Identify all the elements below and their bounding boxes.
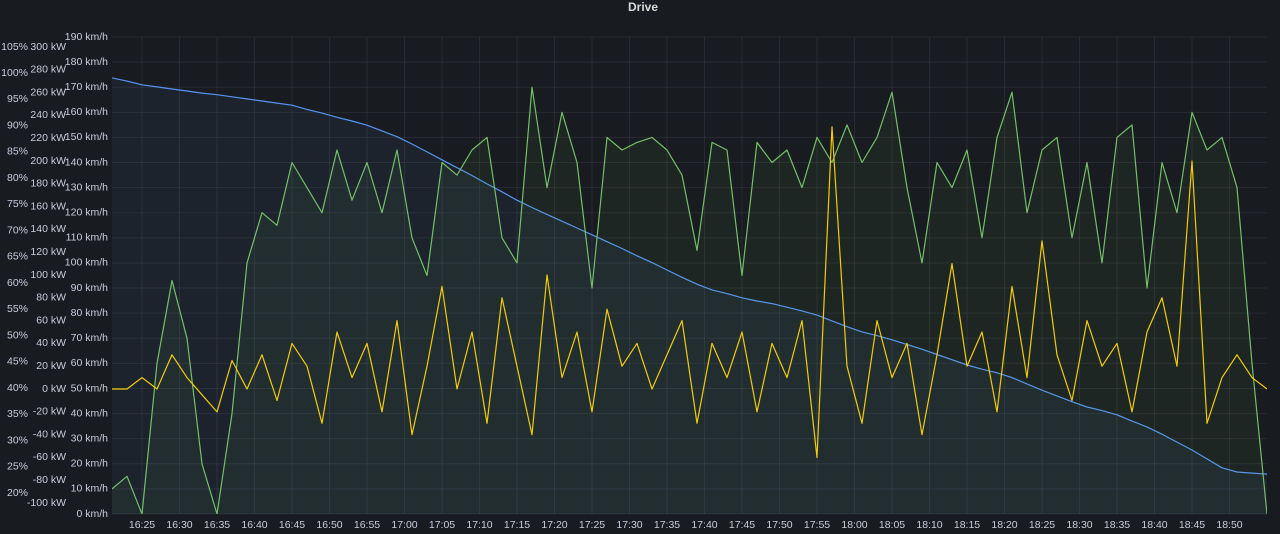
x-tick-label: 16:35 [204, 519, 230, 531]
y3-tick-label: 20% [7, 487, 28, 499]
chart-title: Drive [628, 0, 658, 14]
y-tick-label: 0 km/h [76, 508, 108, 520]
x-tick-label: 17:50 [766, 519, 792, 531]
y2-tick-label: 180 kW [30, 178, 66, 190]
x-tick-label: 18:40 [1141, 519, 1167, 531]
y2-tick-label: -100 kW [27, 497, 66, 509]
y-tick-label: 190 km/h [65, 31, 108, 43]
x-tick-label: 18:15 [954, 519, 980, 531]
y-tick-label: 130 km/h [65, 181, 108, 193]
y-tick-label: 170 km/h [65, 81, 108, 93]
y3-tick-label: 30% [7, 434, 28, 446]
y-tick-label: 10 km/h [71, 483, 109, 495]
y2-tick-label: 280 kW [30, 64, 66, 76]
y-tick-label: 120 km/h [65, 207, 108, 219]
y3-tick-label: 45% [7, 356, 28, 368]
y2-tick-label: -40 kW [33, 428, 66, 440]
x-tick-label: 18:45 [1179, 519, 1205, 531]
x-tick-label: 17:35 [654, 519, 680, 531]
y2-tick-label: 120 kW [30, 246, 66, 258]
y3-tick-label: 105% [1, 41, 28, 53]
y3-tick-label: 70% [7, 224, 28, 236]
y3-tick-label: 55% [7, 303, 28, 315]
y2-tick-label: -80 kW [33, 474, 66, 486]
y2-tick-label: 80 kW [36, 292, 66, 304]
y3-tick-label: 85% [7, 146, 28, 158]
y2-tick-label: 140 kW [30, 223, 66, 235]
x-tick-label: 17:05 [429, 519, 455, 531]
series-line [112, 126, 1267, 459]
y3-tick-label: 75% [7, 198, 28, 210]
y2-tick-label: -60 kW [33, 451, 66, 463]
series-area [112, 87, 1267, 514]
x-tick-label: 18:20 [991, 519, 1017, 531]
y3-tick-label: 65% [7, 251, 28, 263]
y-tick-label: 100 km/h [65, 257, 108, 269]
y-tick-label: 180 km/h [65, 56, 108, 68]
x-tick-label: 18:05 [879, 519, 905, 531]
y2-tick-label: 100 kW [30, 269, 66, 281]
y-tick-label: 50 km/h [71, 382, 109, 394]
y-tick-label: 90 km/h [71, 282, 109, 294]
y-tick-label: 160 km/h [65, 106, 108, 118]
x-tick-label: 17:30 [616, 519, 642, 531]
y2-tick-label: 200 kW [30, 155, 66, 167]
y2-tick-label: 160 kW [30, 200, 66, 212]
y2-tick-label: -20 kW [33, 406, 66, 418]
y2-tick-label: 0 kW [42, 383, 66, 395]
x-tick-label: 17:00 [391, 519, 417, 531]
y2-tick-label: 40 kW [36, 337, 66, 349]
x-tick-label: 18:30 [1066, 519, 1092, 531]
x-tick-label: 17:40 [691, 519, 717, 531]
y-tick-label: 40 km/h [71, 407, 109, 419]
y-tick-label: 20 km/h [71, 458, 109, 470]
x-tick-label: 17:45 [729, 519, 755, 531]
x-tick-label: 17:20 [541, 519, 567, 531]
y-tick-label: 70 km/h [71, 332, 109, 344]
x-tick-label: 16:25 [129, 519, 155, 531]
y3-tick-label: 90% [7, 119, 28, 131]
y3-tick-label: 35% [7, 408, 28, 420]
series-line [112, 77, 1267, 475]
y-tick-label: 30 km/h [71, 432, 109, 444]
x-tick-label: 16:30 [166, 519, 192, 531]
x-tick-label: 18:10 [916, 519, 942, 531]
y-tick-label: 80 km/h [71, 307, 109, 319]
y2-tick-label: 60 kW [36, 314, 66, 326]
y2-tick-label: 220 kW [30, 132, 66, 144]
x-tick-label: 17:55 [804, 519, 830, 531]
x-tick-label: 18:00 [841, 519, 867, 531]
series-area [112, 77, 1267, 514]
y2-tick-label: 240 kW [30, 109, 66, 121]
y3-tick-label: 40% [7, 382, 28, 394]
y-tick-label: 150 km/h [65, 131, 108, 143]
series-line [112, 86, 1267, 514]
x-tick-label: 17:25 [579, 519, 605, 531]
x-tick-label: 16:45 [279, 519, 305, 531]
y-tick-label: 110 km/h [66, 232, 109, 244]
y2-tick-label: 260 kW [30, 86, 66, 98]
y3-tick-label: 50% [7, 329, 28, 341]
y3-tick-label: 60% [7, 277, 28, 289]
x-tick-label: 18:35 [1104, 519, 1130, 531]
x-tick-label: 16:40 [241, 519, 267, 531]
y3-tick-label: 25% [7, 461, 28, 473]
y3-tick-label: 100% [1, 67, 28, 79]
y2-tick-label: 20 kW [36, 360, 66, 372]
y3-tick-label: 80% [7, 172, 28, 184]
x-tick-label: 17:10 [466, 519, 492, 531]
y3-tick-label: 95% [7, 93, 28, 105]
x-tick-label: 17:15 [504, 519, 530, 531]
y-tick-label: 140 km/h [65, 156, 108, 168]
x-tick-label: 16:55 [354, 519, 380, 531]
x-tick-label: 18:50 [1216, 519, 1242, 531]
x-tick-label: 16:50 [316, 519, 342, 531]
y-tick-label: 60 km/h [71, 357, 109, 369]
x-tick-label: 18:25 [1029, 519, 1055, 531]
y2-tick-label: 300 kW [30, 41, 66, 53]
